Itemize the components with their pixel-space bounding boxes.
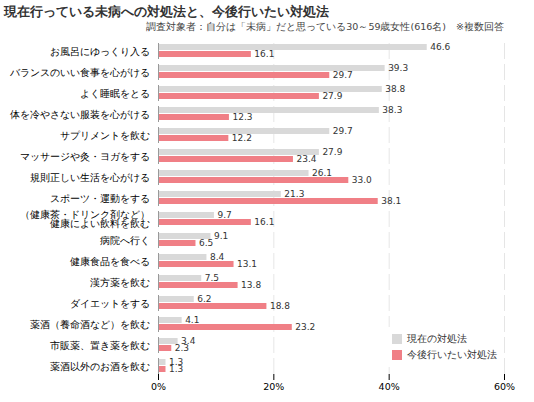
svg-text:体を冷やさない服装を心がける: 体を冷やさない服装を心がける <box>10 109 150 120</box>
svg-text:20%: 20% <box>263 381 284 392</box>
svg-text:16.1: 16.1 <box>254 217 274 227</box>
svg-text:13.8: 13.8 <box>241 280 261 290</box>
svg-text:60%: 60% <box>494 381 515 392</box>
svg-text:46.6: 46.6 <box>430 42 450 52</box>
svg-text:薬酒以外のお酒を飲む: 薬酒以外のお酒を飲む <box>50 361 150 372</box>
svg-text:21.3: 21.3 <box>284 189 304 199</box>
svg-text:23.2: 23.2 <box>295 322 315 332</box>
svg-text:12.3: 12.3 <box>232 112 252 122</box>
svg-text:0%: 0% <box>151 381 166 392</box>
svg-text:8.4: 8.4 <box>210 252 225 262</box>
svg-text:29.7: 29.7 <box>333 126 353 136</box>
svg-text:健康食品を食べる: 健康食品を食べる <box>70 256 150 267</box>
svg-text:（健康茶・ドリンク剤など）健康によい飲料を飲む: （健康茶・ドリンク剤など）健康によい飲料を飲む <box>20 209 150 230</box>
svg-text:12.2: 12.2 <box>232 133 252 143</box>
svg-text:38.1: 38.1 <box>381 196 401 206</box>
html-text:現在行っている未病への対処法と、今後行いたい対処法: 現在行っている未病への対処法と、今後行いたい対処法 <box>4 4 329 19</box>
svg-text:27.9: 27.9 <box>322 147 342 157</box>
svg-text:3.4: 3.4 <box>181 336 196 347</box>
html-text:現在の対処法: 現在の対処法 <box>407 333 467 344</box>
svg-text:7.5: 7.5 <box>205 273 219 283</box>
svg-text:9.1: 9.1 <box>214 231 228 241</box>
svg-text:40%: 40% <box>379 381 400 392</box>
svg-text:27.9: 27.9 <box>322 91 342 101</box>
svg-text:39.3: 39.3 <box>388 63 408 73</box>
svg-text:18.8: 18.8 <box>270 301 290 311</box>
svg-text:16.1: 16.1 <box>254 49 274 59</box>
svg-text:お風呂にゆっくり入る: お風呂にゆっくり入る <box>50 46 150 57</box>
svg-text:病院へ行く: 病院へ行く <box>100 235 150 246</box>
svg-text:29.7: 29.7 <box>333 70 353 80</box>
svg-text:2.3: 2.3 <box>175 343 189 353</box>
svg-text:サプリメントを飲む: サプリメントを飲む <box>60 130 150 141</box>
svg-text:マッサージや灸・ヨガをする: マッサージや灸・ヨガをする <box>20 151 150 162</box>
svg-text:23.4: 23.4 <box>296 154 316 164</box>
svg-text:9.7: 9.7 <box>217 210 231 220</box>
svg-text:38.8: 38.8 <box>385 84 405 94</box>
svg-text:13.1: 13.1 <box>237 259 257 269</box>
html-text:調査対象者：自分は「未病」だと思っている30～59歳女性(6: 調査対象者：自分は「未病」だと思っている30～59歳女性(616名) ※複数回答 <box>146 21 504 32</box>
svg-text:4.1: 4.1 <box>185 315 199 325</box>
svg-text:よく睡眠をとる: よく睡眠をとる <box>80 88 150 99</box>
svg-text:1.3: 1.3 <box>169 364 183 374</box>
svg-text:1.3: 1.3 <box>169 357 184 368</box>
svg-text:規則正しい生活を心がける: 規則正しい生活を心がける <box>30 172 150 183</box>
html-text:今後行いたい対処法: 今後行いたい対処法 <box>407 349 497 360</box>
svg-text:ダイエットをする: ダイエットをする <box>70 298 150 309</box>
svg-text:市販薬、置き薬を飲む: 市販薬、置き薬を飲む <box>50 340 150 351</box>
svg-text:33.0: 33.0 <box>352 175 372 185</box>
svg-text:38.3: 38.3 <box>382 105 402 115</box>
svg-text:薬酒（養命酒など）を飲む: 薬酒（養命酒など）を飲む <box>30 319 150 330</box>
svg-text:26.1: 26.1 <box>312 168 332 178</box>
svg-text:6.2: 6.2 <box>197 294 211 304</box>
svg-text:バランスのいい食事を心がける: バランスのいい食事を心がける <box>9 67 150 78</box>
svg-text:漢方薬を飲む: 漢方薬を飲む <box>90 277 150 288</box>
svg-text:6.5: 6.5 <box>199 238 213 248</box>
svg-text:スポーツ・運動をする: スポーツ・運動をする <box>50 193 150 204</box>
